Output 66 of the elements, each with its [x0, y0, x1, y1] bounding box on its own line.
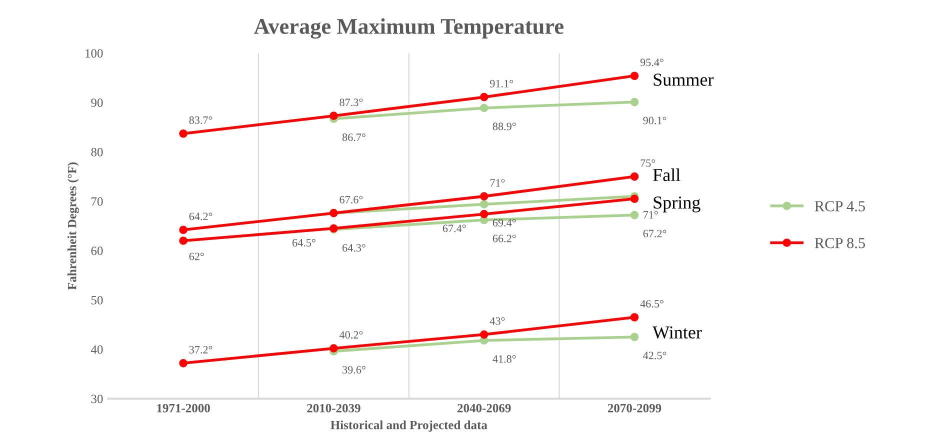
legend-label: RCP 4.5 — [814, 201, 865, 212]
data-label: 86.7° — [342, 134, 366, 142]
data-label: 43° — [490, 317, 505, 325]
y-tick-label: 100 — [86, 49, 103, 58]
y-tick-label: 50 — [91, 296, 103, 304]
y-axis-title: Fahrenheit Degrees (°F) — [68, 162, 79, 290]
data-label: 67.6° — [340, 196, 363, 204]
annotation: Spring — [654, 196, 700, 212]
data-label: 71° — [490, 179, 505, 186]
x-axis-title: Historical and Projected data — [330, 420, 488, 432]
data-label: 87.3° — [340, 98, 363, 106]
point — [179, 226, 188, 234]
data-label: 71° — [644, 211, 658, 218]
data-label: 66.2° — [492, 234, 516, 242]
chart-title: Average Maximum Temperature — [254, 18, 564, 39]
point — [480, 210, 488, 218]
data-label: 91.1° — [490, 80, 513, 88]
annotation: Winter — [652, 326, 702, 339]
data-label: 62° — [189, 252, 204, 260]
data-label: 64.2° — [189, 212, 212, 220]
point — [630, 210, 639, 220]
data-label: 90.1° — [643, 116, 666, 124]
legend-label: RCP 8.5 — [814, 238, 865, 248]
x-tick-label: 2070-2099 — [608, 404, 662, 412]
point — [630, 313, 639, 322]
y-tick-label: 40 — [90, 345, 103, 354]
data-label: 88.9° — [492, 122, 516, 130]
data-label: 67.4° — [442, 224, 466, 232]
point — [179, 129, 188, 138]
point — [630, 194, 639, 203]
point — [480, 200, 488, 208]
point — [630, 172, 639, 181]
point — [630, 98, 639, 106]
data-label: 39.6° — [342, 366, 366, 374]
y-tick-label: 60 — [91, 246, 103, 256]
point — [480, 192, 488, 200]
data-label: 67.2° — [643, 230, 666, 238]
data-label: 95.4° — [640, 58, 664, 66]
data-label: 37.2° — [189, 346, 212, 354]
data-label: 75° — [640, 159, 656, 167]
point — [480, 92, 488, 102]
point — [480, 104, 488, 112]
point — [330, 344, 338, 353]
point — [480, 330, 488, 339]
y-tick-label: 30 — [91, 394, 103, 404]
data-label: 46.5° — [640, 300, 664, 308]
x-tick-label: 2010-2039 — [307, 404, 360, 412]
point — [630, 72, 639, 80]
data-label: 64.3° — [342, 244, 366, 252]
data-label: 69.4° — [492, 218, 516, 226]
annotation: Summer — [654, 74, 714, 86]
data-label: 40.2° — [339, 331, 363, 339]
data-label: 83.7° — [189, 116, 212, 124]
point — [179, 358, 188, 368]
y-tick-label: 90 — [91, 98, 103, 107]
data-label: 64.5° — [292, 238, 316, 247]
x-tick-label: 1971-2000 — [157, 404, 210, 412]
data-label: 41.8° — [492, 355, 516, 363]
data-label: 42.5° — [643, 352, 666, 360]
y-tick-label: 70 — [92, 197, 103, 206]
point — [630, 332, 639, 342]
x-tick-label: 2040-2069 — [458, 404, 511, 412]
point — [179, 236, 188, 245]
point — [330, 112, 338, 120]
annotation: Fall — [653, 168, 680, 182]
y-tick-label: 80 — [91, 148, 103, 156]
